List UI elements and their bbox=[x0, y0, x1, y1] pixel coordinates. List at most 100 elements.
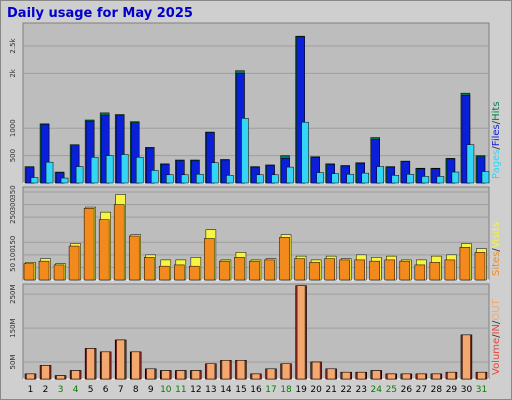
y-tick-label: 500 bbox=[9, 149, 17, 162]
x-tick-label-day-22: 22 bbox=[340, 385, 351, 395]
bar-pages-day-25 bbox=[391, 175, 400, 184]
x-tick-label-day-17: 17 bbox=[265, 385, 276, 395]
bar-pages-day-18 bbox=[286, 166, 294, 184]
legend-separator: / bbox=[491, 334, 502, 338]
x-tick-label-day-4: 4 bbox=[73, 385, 79, 395]
x-tick-label-day-31: 31 bbox=[476, 385, 487, 395]
bar-files-day-20 bbox=[311, 156, 320, 184]
bar-sites-day-27 bbox=[414, 264, 426, 281]
bar-pages-day-21 bbox=[331, 173, 339, 184]
legend-item-visits: Visits bbox=[491, 222, 502, 249]
x-tick-label-day-12: 12 bbox=[190, 385, 201, 395]
bar-out-day-2 bbox=[41, 365, 50, 380]
x-tick-label-day-7: 7 bbox=[118, 385, 124, 395]
bar-out-day-31 bbox=[477, 371, 486, 380]
bar-sites-day-15 bbox=[234, 257, 245, 281]
bar-files-day-5 bbox=[85, 120, 95, 184]
bar-files-day-14 bbox=[221, 159, 230, 184]
legend-separator: / bbox=[491, 146, 502, 150]
bar-out-day-11 bbox=[176, 370, 186, 380]
bar-out-day-18 bbox=[281, 363, 291, 380]
bar-pages-day-7 bbox=[120, 154, 129, 184]
bar-files-day-25 bbox=[386, 166, 396, 184]
bar-out-day-13 bbox=[206, 363, 216, 380]
x-tick-label-day-30: 30 bbox=[461, 385, 473, 395]
bar-pages-day-15 bbox=[241, 118, 249, 184]
bar-sites-day-18 bbox=[279, 237, 290, 281]
legend-separator: / bbox=[491, 120, 502, 124]
bar-pages-day-5 bbox=[90, 156, 99, 184]
x-tick-label-day-26: 26 bbox=[401, 385, 413, 395]
bar-pages-day-12 bbox=[196, 173, 204, 184]
x-tick-label-day-20: 20 bbox=[310, 385, 322, 395]
x-tick-label-day-11: 11 bbox=[175, 385, 186, 395]
bar-pages-day-8 bbox=[135, 156, 144, 184]
bar-pages-day-24 bbox=[376, 166, 384, 184]
bar-sites-day-7 bbox=[113, 204, 125, 281]
legend-item-files: Files bbox=[491, 124, 502, 146]
bar-sites-day-17 bbox=[264, 259, 275, 281]
bar-out-day-9 bbox=[146, 368, 156, 380]
bar-pages-day-26 bbox=[406, 173, 415, 184]
bar-sites-day-22 bbox=[339, 259, 350, 281]
y-tick-label: 2k bbox=[9, 68, 17, 77]
bar-sites-day-26 bbox=[399, 260, 411, 281]
bar-out-day-24 bbox=[371, 370, 381, 380]
bar-sites-day-13 bbox=[204, 238, 215, 281]
bar-sites-day-20 bbox=[309, 262, 320, 281]
legend-separator: / bbox=[491, 248, 502, 252]
y-tick-label: 100 bbox=[9, 248, 17, 261]
bar-sites-day-12 bbox=[189, 265, 200, 281]
bar-pages-day-1 bbox=[30, 177, 39, 184]
bar-out-day-17 bbox=[266, 368, 276, 380]
bar-sites-day-24 bbox=[369, 260, 380, 281]
bar-pages-day-13 bbox=[211, 162, 219, 184]
bar-files-day-13 bbox=[206, 132, 215, 184]
bar-out-day-28 bbox=[432, 373, 441, 380]
bar-sites-day-16 bbox=[249, 260, 260, 281]
bar-files-day-28 bbox=[431, 168, 441, 184]
bar-pages-day-11 bbox=[181, 174, 189, 184]
bar-sites-day-1 bbox=[23, 263, 35, 281]
bar-out-day-4 bbox=[71, 370, 80, 380]
y-tick-label: 350 bbox=[9, 185, 17, 198]
bar-sites-day-28 bbox=[429, 262, 441, 281]
legend-item-in: IN bbox=[491, 324, 502, 334]
x-tick-label-day-24: 24 bbox=[371, 385, 383, 395]
x-tick-label-day-23: 23 bbox=[355, 385, 366, 395]
y-tick-label: 50 bbox=[9, 263, 17, 272]
legend-item-sites: Sites bbox=[491, 252, 502, 276]
x-tick-label-day-10: 10 bbox=[160, 385, 172, 395]
bar-sites-day-10 bbox=[159, 265, 170, 281]
bar-sites-day-4 bbox=[68, 245, 80, 281]
bar-out-day-20 bbox=[311, 361, 321, 380]
bar-sites-day-8 bbox=[128, 235, 140, 281]
bar-sites-day-19 bbox=[294, 258, 305, 281]
bar-files-day-17 bbox=[266, 165, 275, 184]
bar-pages-day-17 bbox=[271, 174, 279, 184]
y-tick-label: 250M bbox=[9, 284, 17, 303]
x-tick-label-day-21: 21 bbox=[325, 385, 336, 395]
bar-files-day-8 bbox=[130, 122, 140, 184]
y-tick-label: 1000 bbox=[9, 119, 17, 137]
y-tick-label: 250 bbox=[9, 210, 17, 223]
x-tick-label-day-5: 5 bbox=[88, 385, 94, 395]
legend-item-hits: Hits bbox=[491, 101, 502, 120]
bar-pages-day-22 bbox=[346, 173, 354, 184]
bar-out-day-5 bbox=[86, 348, 95, 380]
y-tick-label: 50M bbox=[9, 355, 17, 370]
bar-out-day-19 bbox=[296, 285, 306, 380]
x-tick-label-day-25: 25 bbox=[386, 385, 397, 395]
x-tick-label-day-16: 16 bbox=[250, 385, 262, 395]
bar-out-day-7 bbox=[116, 339, 125, 380]
bar-out-day-14 bbox=[221, 360, 231, 380]
bar-out-day-21 bbox=[326, 368, 336, 380]
bar-pages-day-19 bbox=[301, 121, 309, 184]
bar-out-day-27 bbox=[417, 373, 426, 380]
bar-pages-day-23 bbox=[361, 172, 369, 184]
y-tick-label: 150M bbox=[9, 318, 17, 337]
bar-pages-day-20 bbox=[316, 172, 324, 184]
legend-item-volume: Volume bbox=[491, 338, 502, 375]
